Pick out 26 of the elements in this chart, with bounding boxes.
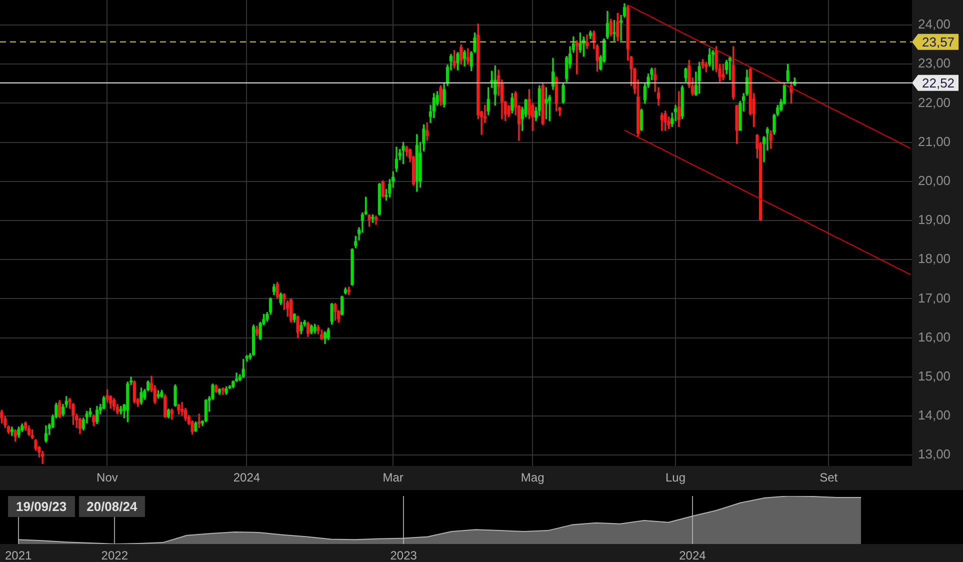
annotation: 19/09/23 [8, 496, 75, 517]
x-tick-label: Nov [96, 470, 118, 485]
x-tick-label: Mar [382, 470, 404, 485]
y-tick-label: 23,00 [918, 56, 951, 71]
x-tick-label: 2021 [4, 548, 32, 562]
y-tick-label: 16,00 [918, 329, 951, 344]
y-tick-label: 17,00 [918, 290, 951, 306]
y-tick-label: 19,00 [918, 212, 951, 228]
y-tick-label: 21,00 [918, 134, 951, 149]
ref-line-label: 22,52 [922, 75, 955, 90]
x-tick-label: 2022 [101, 548, 128, 562]
y-tick-label: 22,00 [918, 94, 951, 110]
x-tick-label: 2024 [233, 470, 260, 485]
ref-line-label: 23,57 [922, 34, 955, 50]
x-tick-label: Lug [665, 470, 686, 485]
x-tick-label: 2023 [390, 548, 418, 562]
annotation: 20/08/24 [78, 496, 146, 517]
y-tick-label: 14,00 [918, 408, 951, 423]
x-tick-label: Mag [520, 470, 544, 485]
y-tick-label: 18,00 [918, 251, 951, 266]
y-tick-label: 13,00 [918, 446, 951, 462]
x-tick-label: Set [820, 470, 838, 485]
y-tick-label: 20,00 [918, 172, 951, 188]
x-tick-label: 2024 [679, 548, 706, 562]
y-tick-label: 15,00 [918, 368, 951, 384]
y-tick-label: 24,00 [918, 16, 951, 32]
